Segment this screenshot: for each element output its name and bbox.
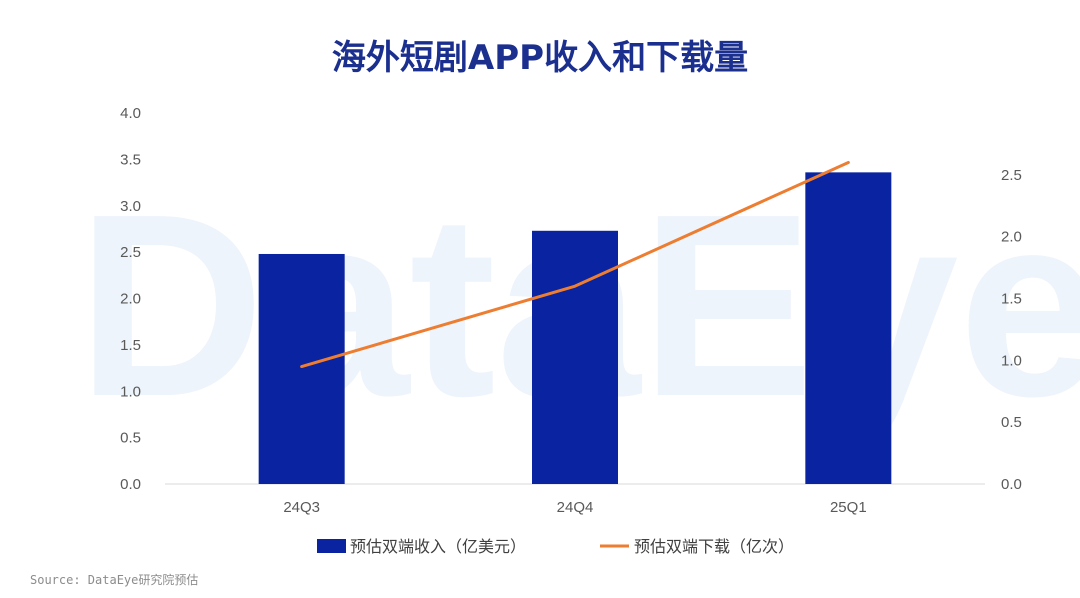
y-left-tick-label: 2.5 xyxy=(120,244,141,261)
y-right-tick-label: 1.0 xyxy=(1001,352,1022,369)
y-right-tick-label: 0.0 xyxy=(1001,476,1022,493)
x-tick-label: 24Q3 xyxy=(283,499,320,516)
source-note: Source: DataEye研究院预估 xyxy=(30,573,199,587)
bar-24Q3 xyxy=(258,253,345,484)
y-left-tick-label: 3.5 xyxy=(120,151,141,168)
y-left-tick-label: 1.0 xyxy=(120,383,141,400)
y-left-tick-label: 1.5 xyxy=(120,337,141,354)
bar-24Q4 xyxy=(532,230,618,484)
legend-bar-swatch xyxy=(317,539,346,553)
bar-25Q1 xyxy=(805,172,892,485)
chart-title: 海外短剧APP收入和下载量 xyxy=(331,38,749,78)
legend-line-label: 预估双端下载（亿次） xyxy=(634,537,794,556)
y-right-tick-label: 2.0 xyxy=(1001,229,1022,246)
y-left-tick-label: 0.5 xyxy=(120,430,141,447)
y-right-tick-label: 2.5 xyxy=(1001,167,1022,184)
y-left-tick-label: 2.0 xyxy=(120,291,141,308)
x-tick-label: 24Q4 xyxy=(557,499,594,516)
x-tick-label: 25Q1 xyxy=(830,499,867,516)
y-left-tick-label: 0.0 xyxy=(120,476,141,493)
y-right-tick-label: 1.5 xyxy=(1001,291,1022,308)
y-left-tick-label: 3.0 xyxy=(120,198,141,215)
y-right-tick-label: 0.5 xyxy=(1001,414,1022,431)
y-left-tick-label: 4.0 xyxy=(120,105,141,122)
legend-bar-label: 预估双端收入（亿美元） xyxy=(350,537,526,556)
